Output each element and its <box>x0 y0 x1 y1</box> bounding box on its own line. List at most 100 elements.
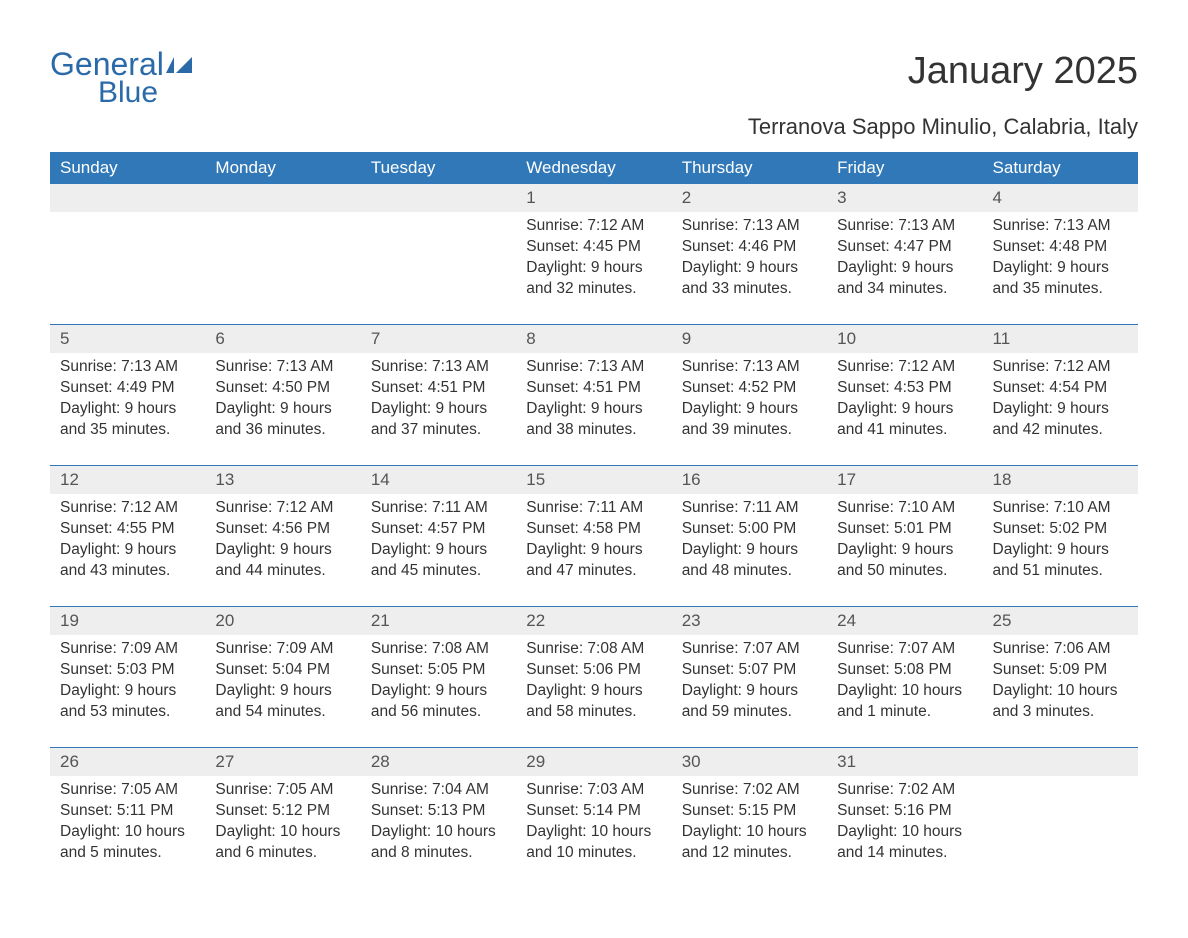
daylight-text: Daylight: 10 hours and 10 minutes. <box>526 822 661 864</box>
day-number: 18 <box>983 466 1138 494</box>
sunrise-text: Sunrise: 7:13 AM <box>682 216 817 237</box>
calendar-week: 12Sunrise: 7:12 AMSunset: 4:55 PMDayligh… <box>50 465 1138 606</box>
daylight-text: Daylight: 9 hours and 39 minutes. <box>682 399 817 441</box>
sunset-text: Sunset: 5:14 PM <box>526 801 661 822</box>
sunset-text: Sunset: 4:52 PM <box>682 378 817 399</box>
daylight-text: Daylight: 10 hours and 6 minutes. <box>215 822 350 864</box>
day-number: 12 <box>50 466 205 494</box>
sunrise-text: Sunrise: 7:05 AM <box>215 780 350 801</box>
sunrise-text: Sunrise: 7:02 AM <box>682 780 817 801</box>
day-number: 29 <box>516 748 671 776</box>
sunrise-text: Sunrise: 7:10 AM <box>993 498 1128 519</box>
sunset-text: Sunset: 4:51 PM <box>371 378 506 399</box>
day-details: Sunrise: 7:06 AMSunset: 5:09 PMDaylight:… <box>983 635 1138 733</box>
day-details: Sunrise: 7:12 AMSunset: 4:56 PMDaylight:… <box>205 494 360 592</box>
calendar-day <box>50 184 205 324</box>
daylight-text: Daylight: 9 hours and 38 minutes. <box>526 399 661 441</box>
sunset-text: Sunset: 4:46 PM <box>682 237 817 258</box>
sunset-text: Sunset: 5:09 PM <box>993 660 1128 681</box>
day-number: 2 <box>672 184 827 212</box>
calendar-day: 31Sunrise: 7:02 AMSunset: 5:16 PMDayligh… <box>827 748 982 888</box>
day-details: Sunrise: 7:11 AMSunset: 5:00 PMDaylight:… <box>672 494 827 592</box>
sunrise-text: Sunrise: 7:05 AM <box>60 780 195 801</box>
calendar-day <box>361 184 516 324</box>
day-details: Sunrise: 7:09 AMSunset: 5:03 PMDaylight:… <box>50 635 205 733</box>
brand-logo: General Blue <box>50 50 194 106</box>
sunrise-text: Sunrise: 7:09 AM <box>60 639 195 660</box>
day-details: Sunrise: 7:10 AMSunset: 5:01 PMDaylight:… <box>827 494 982 592</box>
day-details: Sunrise: 7:12 AMSunset: 4:53 PMDaylight:… <box>827 353 982 451</box>
sunrise-text: Sunrise: 7:07 AM <box>837 639 972 660</box>
sunrise-text: Sunrise: 7:11 AM <box>526 498 661 519</box>
day-number: 8 <box>516 325 671 353</box>
day-details: Sunrise: 7:11 AMSunset: 4:57 PMDaylight:… <box>361 494 516 592</box>
sunset-text: Sunset: 4:47 PM <box>837 237 972 258</box>
calendar-day: 13Sunrise: 7:12 AMSunset: 4:56 PMDayligh… <box>205 466 360 606</box>
daylight-text: Daylight: 9 hours and 42 minutes. <box>993 399 1128 441</box>
calendar-day: 23Sunrise: 7:07 AMSunset: 5:07 PMDayligh… <box>672 607 827 747</box>
weeks-container: 1Sunrise: 7:12 AMSunset: 4:45 PMDaylight… <box>50 184 1138 888</box>
calendar-day: 22Sunrise: 7:08 AMSunset: 5:06 PMDayligh… <box>516 607 671 747</box>
daylight-text: Daylight: 9 hours and 41 minutes. <box>837 399 972 441</box>
daylight-text: Daylight: 10 hours and 14 minutes. <box>837 822 972 864</box>
sunset-text: Sunset: 4:53 PM <box>837 378 972 399</box>
daylight-text: Daylight: 9 hours and 44 minutes. <box>215 540 350 582</box>
calendar-day: 6Sunrise: 7:13 AMSunset: 4:50 PMDaylight… <box>205 325 360 465</box>
day-details: Sunrise: 7:09 AMSunset: 5:04 PMDaylight:… <box>205 635 360 733</box>
sunset-text: Sunset: 5:02 PM <box>993 519 1128 540</box>
day-details: Sunrise: 7:12 AMSunset: 4:54 PMDaylight:… <box>983 353 1138 451</box>
calendar-day: 15Sunrise: 7:11 AMSunset: 4:58 PMDayligh… <box>516 466 671 606</box>
day-number: 16 <box>672 466 827 494</box>
day-number <box>361 184 516 212</box>
daylight-text: Daylight: 10 hours and 5 minutes. <box>60 822 195 864</box>
sunrise-text: Sunrise: 7:13 AM <box>60 357 195 378</box>
daylight-text: Daylight: 10 hours and 1 minute. <box>837 681 972 723</box>
sunset-text: Sunset: 5:12 PM <box>215 801 350 822</box>
sunrise-text: Sunrise: 7:13 AM <box>993 216 1128 237</box>
daylight-text: Daylight: 9 hours and 35 minutes. <box>60 399 195 441</box>
calendar-day: 24Sunrise: 7:07 AMSunset: 5:08 PMDayligh… <box>827 607 982 747</box>
day-number: 22 <box>516 607 671 635</box>
sunset-text: Sunset: 4:50 PM <box>215 378 350 399</box>
sunrise-text: Sunrise: 7:13 AM <box>682 357 817 378</box>
daylight-text: Daylight: 9 hours and 43 minutes. <box>60 540 195 582</box>
day-header-wednesday: Wednesday <box>516 152 671 184</box>
calendar-day: 7Sunrise: 7:13 AMSunset: 4:51 PMDaylight… <box>361 325 516 465</box>
day-number: 21 <box>361 607 516 635</box>
sunset-text: Sunset: 5:11 PM <box>60 801 195 822</box>
calendar-week: 19Sunrise: 7:09 AMSunset: 5:03 PMDayligh… <box>50 606 1138 747</box>
sunrise-text: Sunrise: 7:12 AM <box>215 498 350 519</box>
day-number <box>50 184 205 212</box>
daylight-text: Daylight: 9 hours and 47 minutes. <box>526 540 661 582</box>
page-title: January 2025 <box>908 50 1138 93</box>
day-header-friday: Friday <box>827 152 982 184</box>
day-details: Sunrise: 7:12 AMSunset: 4:45 PMDaylight:… <box>516 212 671 310</box>
sunset-text: Sunset: 4:45 PM <box>526 237 661 258</box>
day-details: Sunrise: 7:05 AMSunset: 5:12 PMDaylight:… <box>205 776 360 874</box>
calendar-week: 26Sunrise: 7:05 AMSunset: 5:11 PMDayligh… <box>50 747 1138 888</box>
calendar-day: 9Sunrise: 7:13 AMSunset: 4:52 PMDaylight… <box>672 325 827 465</box>
sunrise-text: Sunrise: 7:10 AM <box>837 498 972 519</box>
sunset-text: Sunset: 5:03 PM <box>60 660 195 681</box>
daylight-text: Daylight: 9 hours and 53 minutes. <box>60 681 195 723</box>
brand-part2: Blue <box>98 79 194 106</box>
sunset-text: Sunset: 5:05 PM <box>371 660 506 681</box>
day-number: 6 <box>205 325 360 353</box>
daylight-text: Daylight: 10 hours and 8 minutes. <box>371 822 506 864</box>
day-number: 15 <box>516 466 671 494</box>
sunrise-text: Sunrise: 7:13 AM <box>526 357 661 378</box>
sunset-text: Sunset: 4:48 PM <box>993 237 1128 258</box>
sunrise-text: Sunrise: 7:12 AM <box>60 498 195 519</box>
sunset-text: Sunset: 5:16 PM <box>837 801 972 822</box>
day-header-monday: Monday <box>205 152 360 184</box>
calendar-day: 11Sunrise: 7:12 AMSunset: 4:54 PMDayligh… <box>983 325 1138 465</box>
day-number: 28 <box>361 748 516 776</box>
calendar-day: 2Sunrise: 7:13 AMSunset: 4:46 PMDaylight… <box>672 184 827 324</box>
day-header-saturday: Saturday <box>983 152 1138 184</box>
daylight-text: Daylight: 9 hours and 36 minutes. <box>215 399 350 441</box>
day-number: 30 <box>672 748 827 776</box>
day-details: Sunrise: 7:02 AMSunset: 5:16 PMDaylight:… <box>827 776 982 874</box>
calendar-day <box>983 748 1138 888</box>
sunset-text: Sunset: 4:51 PM <box>526 378 661 399</box>
day-number: 14 <box>361 466 516 494</box>
